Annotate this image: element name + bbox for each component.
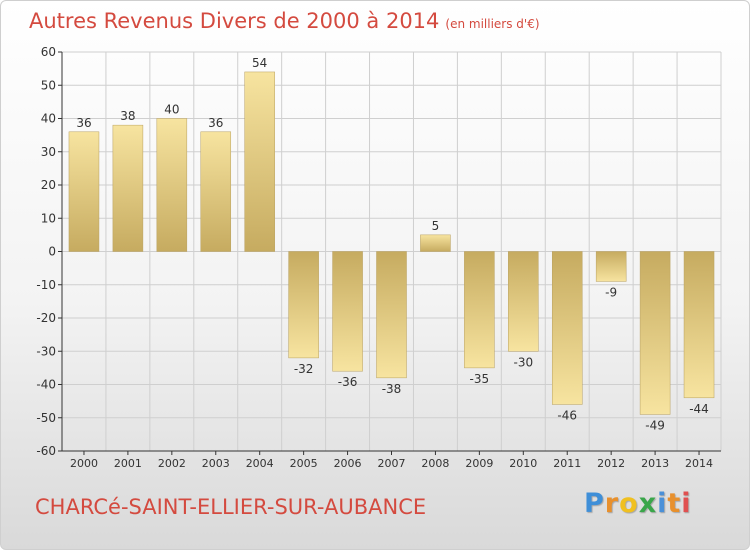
y-tick-label: 0	[48, 245, 56, 259]
x-tick-label: 2000	[70, 457, 98, 470]
bar	[595, 251, 627, 282]
bar	[464, 251, 495, 369]
chart-title: Autres Revenus Divers de 2000 à 2014 (en …	[29, 9, 540, 33]
x-tick-label: 2004	[246, 457, 274, 470]
y-tick-label: 50	[41, 78, 56, 92]
bar	[332, 251, 363, 372]
data-label: 36	[76, 116, 91, 130]
title-text: Autres Revenus Divers de 2000 à 2014	[29, 9, 440, 33]
commune-name: CHARCé-SAINT-ELLIER-SUR-AUBANCE	[35, 495, 427, 519]
logo-letter: P	[584, 488, 605, 519]
y-tick-label: 10	[41, 211, 56, 225]
y-tick-label: -50	[36, 411, 56, 425]
bar	[420, 234, 451, 252]
bar	[551, 251, 583, 405]
y-tick-label: 60	[41, 45, 56, 59]
data-label: 5	[432, 219, 440, 233]
y-tick-label: 30	[41, 145, 56, 159]
bar	[376, 251, 407, 379]
logo-letter: t	[667, 488, 682, 519]
data-label: -32	[294, 362, 314, 376]
data-label: 40	[164, 103, 179, 117]
data-label: -49	[645, 418, 665, 432]
y-tick-label: -20	[36, 311, 56, 325]
data-label: 54	[252, 56, 267, 70]
data-label: -30	[513, 355, 533, 369]
data-label: -44	[689, 402, 709, 416]
x-tick-label: 2008	[421, 457, 449, 470]
y-tick-label: -10	[36, 278, 56, 292]
data-label: -38	[382, 382, 402, 396]
data-label: -35	[470, 372, 490, 386]
y-tick-label: 40	[41, 112, 56, 126]
y-tick-label: -30	[36, 344, 56, 358]
data-label: -9	[605, 285, 617, 299]
logo-letter: i	[681, 488, 692, 519]
x-tick-label: 2014	[685, 457, 713, 470]
title-unit: (en milliers d'€)	[445, 17, 540, 31]
bar	[112, 124, 144, 252]
logo-letter: x	[638, 488, 658, 519]
bar	[639, 251, 671, 415]
y-tick-label: 20	[41, 178, 56, 192]
bar	[288, 251, 319, 359]
x-tick-label: 2011	[553, 457, 581, 470]
x-tick-label: 2002	[158, 457, 186, 470]
data-label: -46	[557, 408, 577, 422]
logo-letter: r	[604, 488, 620, 519]
x-tick-label: 2010	[509, 457, 537, 470]
logo-letter: o	[619, 488, 639, 519]
x-tick-label: 2012	[597, 457, 625, 470]
x-tick-label: 2013	[641, 457, 669, 470]
logo-letter: i	[657, 488, 668, 519]
proxiti-logo: Proxiti	[584, 488, 692, 519]
y-tick-label: -40	[36, 378, 56, 392]
bar	[244, 71, 275, 252]
data-label: 38	[120, 109, 135, 123]
bar	[68, 131, 100, 252]
x-tick-label: 2009	[465, 457, 493, 470]
bar	[156, 118, 188, 252]
x-tick-label: 2001	[114, 457, 142, 470]
bar	[200, 131, 232, 252]
data-label: -36	[338, 375, 358, 389]
x-tick-label: 2006	[334, 457, 362, 470]
x-tick-label: 2003	[202, 457, 230, 470]
x-tick-label: 2007	[378, 457, 406, 470]
bar	[508, 251, 539, 352]
x-tick-label: 2005	[290, 457, 318, 470]
y-tick-label: -60	[36, 444, 56, 458]
data-label: 36	[208, 116, 223, 130]
bar	[683, 251, 715, 399]
